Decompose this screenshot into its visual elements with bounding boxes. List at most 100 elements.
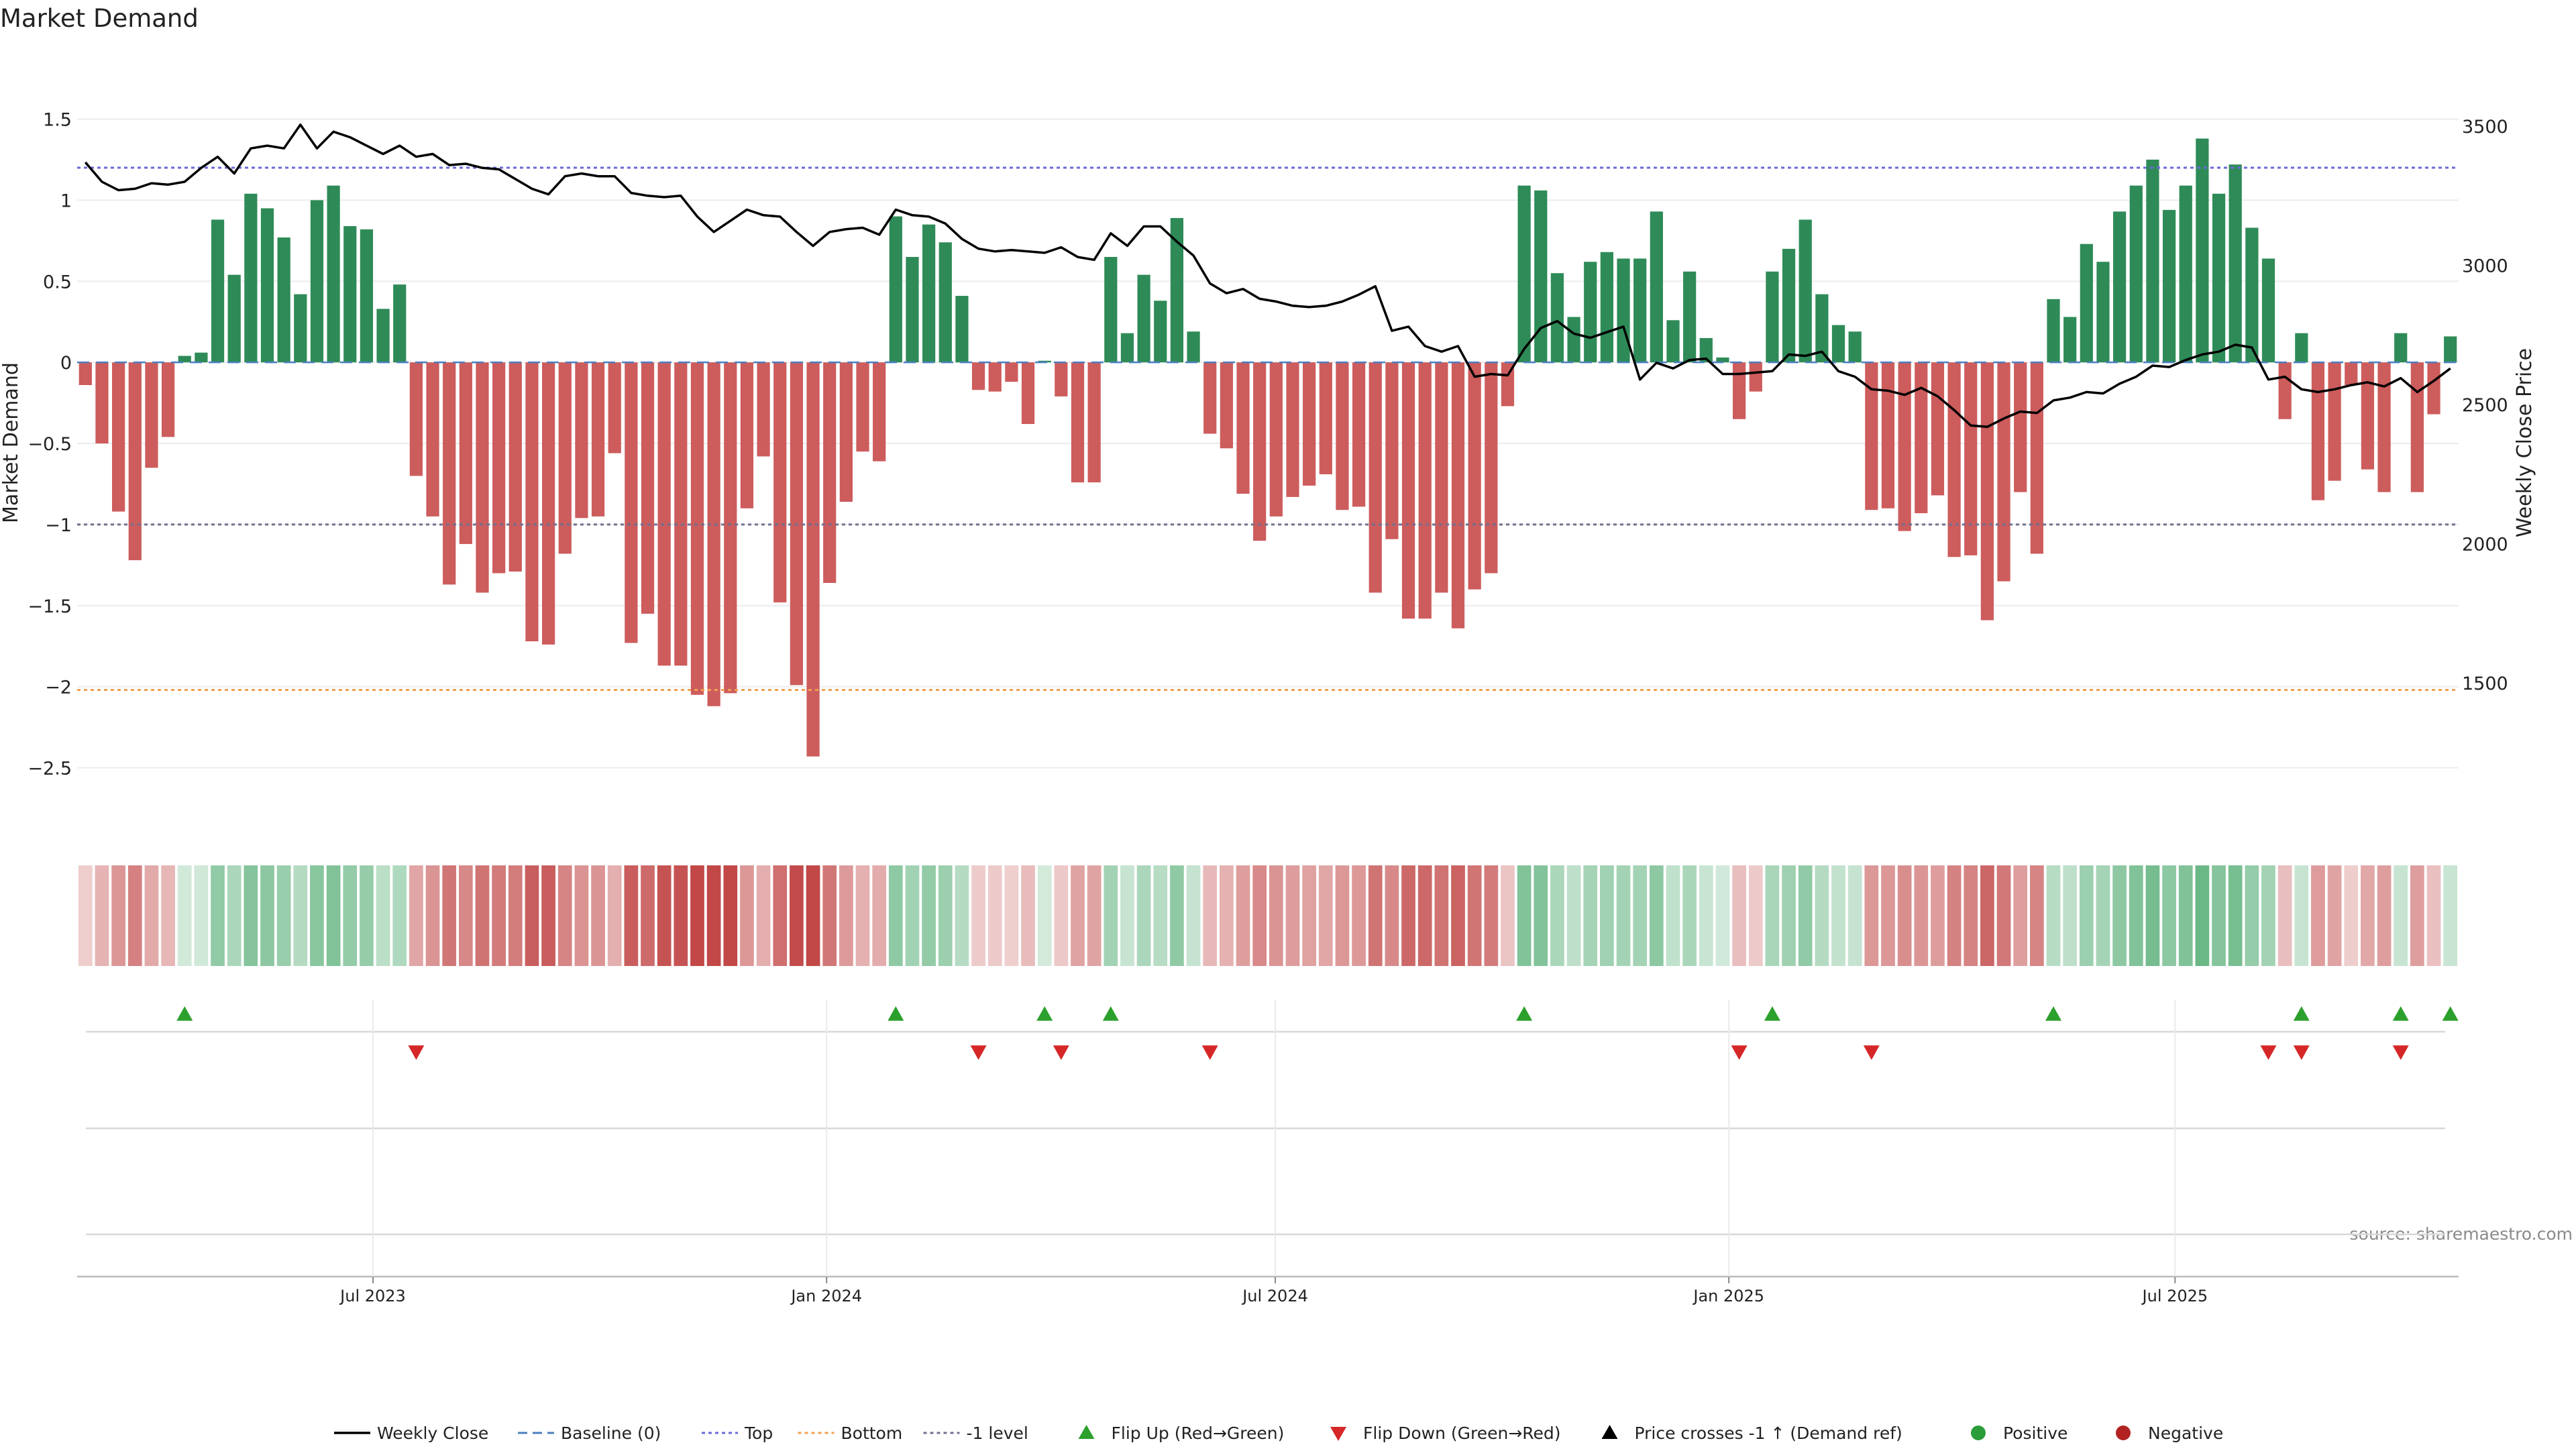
demand-bar — [823, 362, 837, 583]
heat-cell — [2129, 865, 2143, 966]
heat-cell — [161, 865, 175, 966]
heat-cell — [624, 865, 639, 966]
flip-up-marker — [2392, 1006, 2409, 1021]
y-tick-label: 0.5 — [43, 272, 72, 292]
demand-bar — [1385, 362, 1399, 539]
demand-bar — [1683, 271, 1697, 363]
heat-cell — [1104, 865, 1118, 966]
demand-bar — [608, 362, 621, 453]
heat-cell — [227, 865, 241, 966]
y2-tick-label: 1500 — [2462, 674, 2508, 694]
demand-bar — [625, 362, 638, 643]
heat-cell — [1931, 865, 1945, 966]
y2-tick-label: 3000 — [2462, 256, 2508, 277]
demand-bar — [922, 224, 936, 363]
demand-bar — [955, 296, 969, 363]
heat-cell — [855, 865, 870, 966]
heat-cell — [2245, 865, 2259, 966]
heat-cell — [1417, 865, 1432, 966]
legend-swatch-negative — [2116, 1426, 2131, 1440]
demand-bar — [310, 200, 324, 363]
demand-bar — [1468, 362, 1481, 590]
flip-up-marker — [2442, 1006, 2459, 1021]
demand-bar — [1898, 362, 1911, 531]
heat-cell — [1996, 865, 2011, 966]
demand-heat-strip — [78, 865, 2458, 966]
heat-cell — [1071, 865, 1085, 966]
demand-bar — [492, 362, 506, 574]
flip-up-marker — [888, 1006, 904, 1021]
heat-cell — [1037, 865, 1052, 966]
heat-cell — [790, 865, 804, 966]
flip-down-marker — [408, 1045, 425, 1060]
heat-cell — [2294, 865, 2309, 966]
heat-cell — [2145, 865, 2160, 966]
y-tick-label: −2 — [45, 678, 72, 698]
demand-bar — [1650, 211, 1663, 363]
heat-cell — [1220, 865, 1234, 966]
demand-bar — [1485, 362, 1498, 574]
heat-cell — [1583, 865, 1598, 966]
y-tick-label: −1.5 — [28, 596, 72, 617]
demand-bar — [1352, 362, 1366, 507]
heat-cell — [657, 865, 672, 966]
heat-cell — [641, 865, 655, 966]
demand-bar — [1451, 362, 1465, 629]
heat-cell — [2046, 865, 2061, 966]
heat-cell — [1285, 865, 1300, 966]
heat-cell — [591, 865, 605, 966]
heat-cell — [508, 865, 523, 966]
legend-swatch-price-cross — [1601, 1425, 1618, 1439]
demand-bar — [1137, 274, 1150, 363]
heat-cell — [1782, 865, 1796, 966]
heat-cell — [1881, 865, 1895, 966]
demand-bar — [343, 226, 357, 363]
demand-bar — [591, 362, 605, 517]
heat-cell — [1649, 865, 1664, 966]
demand-bar — [459, 362, 472, 544]
flip-down-marker — [1731, 1045, 1748, 1060]
demand-bar — [112, 362, 125, 512]
x-tick-label: Jan 2024 — [790, 1287, 862, 1305]
heat-cell — [1964, 865, 1978, 966]
demand-bar — [360, 229, 374, 363]
heat-cell — [475, 865, 490, 966]
heat-cell — [144, 865, 159, 966]
y-tick-label: 1 — [60, 191, 72, 211]
demand-bar — [95, 362, 109, 444]
demand-bar — [1600, 252, 1613, 363]
heat-cell — [541, 865, 555, 966]
demand-bar — [1534, 190, 1548, 363]
demand-bar — [690, 362, 704, 695]
y-tick-label: 1.5 — [43, 110, 72, 131]
demand-bar — [1915, 362, 1928, 513]
heat-cell — [1021, 865, 1035, 966]
demand-bar — [260, 208, 274, 363]
heat-cell — [458, 865, 473, 966]
heat-cell — [1484, 865, 1499, 966]
demand-bar — [1732, 362, 1746, 419]
heat-cell — [78, 865, 93, 966]
demand-bar — [839, 362, 853, 502]
heat-cell — [756, 865, 771, 966]
demand-bar — [1203, 362, 1217, 434]
legend-swatch-flip-up — [1078, 1425, 1095, 1439]
demand-bar — [1087, 362, 1101, 483]
heat-cell — [2030, 865, 2044, 966]
legend-label: Weekly Close — [377, 1424, 488, 1443]
heat-cell — [194, 865, 209, 966]
demand-bar — [2179, 185, 2192, 363]
heat-cell — [1302, 865, 1316, 966]
demand-bar — [227, 274, 241, 363]
flip-up-marker — [176, 1006, 193, 1021]
heat-cell — [1748, 865, 1763, 966]
flip-up-marker — [1036, 1006, 1053, 1021]
demand-bar — [508, 362, 522, 572]
heat-cell — [1451, 865, 1465, 966]
demand-bar — [2394, 333, 2408, 363]
demand-bar — [376, 309, 390, 363]
flip-down-marker — [970, 1045, 987, 1060]
demand-bar — [1931, 362, 1945, 496]
flip-down-marker — [1201, 1045, 1218, 1060]
heat-cell — [1798, 865, 1813, 966]
